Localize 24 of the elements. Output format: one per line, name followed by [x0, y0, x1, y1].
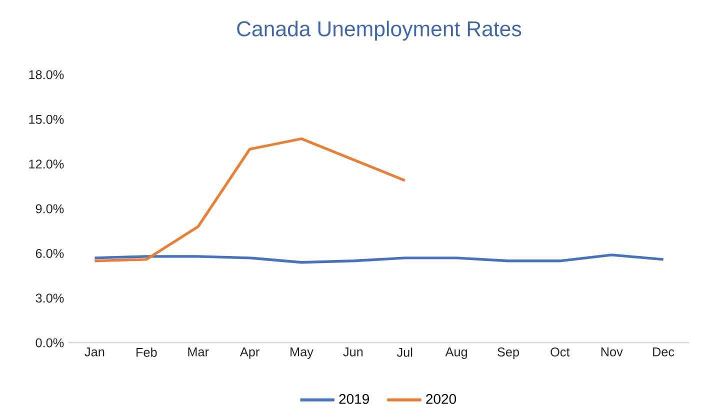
legend-label: 2020 — [426, 394, 456, 404]
line-series — [93, 138, 406, 262]
x-tick-label: May — [290, 348, 314, 360]
y-tick-label: 12.0% — [29, 160, 64, 169]
legend-label: 2019 — [339, 394, 369, 404]
y-tick-label: 18.0% — [29, 70, 64, 80]
x-tick-label: Aug — [445, 348, 468, 360]
x-tick-label: Feb — [136, 348, 157, 358]
line-series — [93, 254, 665, 264]
x-tick-label: Jul — [396, 348, 412, 358]
x-tick-label: Dec — [653, 348, 674, 357]
x-tick-label: Jun — [343, 348, 363, 357]
x-tick-label: Sep — [498, 348, 519, 360]
chart-title: Canada Unemployment Rates — [237, 20, 522, 41]
y-tick-label: 0.0% — [36, 338, 64, 348]
y-tick-label: 3.0% — [36, 294, 64, 303]
y-tick-label: 9.0% — [36, 204, 64, 214]
x-tick-label: Mar — [188, 348, 209, 357]
y-tick-label: 15.0% — [29, 115, 64, 124]
x-tick-label: Apr — [240, 348, 260, 360]
x-tick-label: Nov — [601, 348, 623, 357]
x-tick-label: Jan — [84, 348, 104, 357]
x-tick-label: Oct — [550, 348, 570, 357]
y-tick-label: 6.0% — [36, 249, 64, 258]
